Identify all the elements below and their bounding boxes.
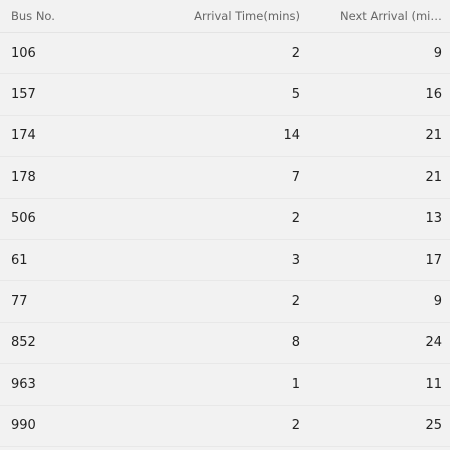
next-arrival-cell: 9 [433, 294, 442, 310]
bus-number-cell: 106 [11, 45, 36, 61]
arrival-time-cell: 7 [291, 169, 300, 185]
next-arrival-cell: 24 [425, 335, 442, 351]
table-row[interactable]: 174 14 21 [0, 116, 450, 158]
table-header: Bus No. Arrival Time(mins) Next Arrival … [0, 0, 450, 33]
column-header-bus-no[interactable]: Bus No. [11, 9, 55, 23]
arrival-time-cell: 3 [291, 252, 300, 268]
bus-number-cell: 963 [11, 376, 36, 392]
next-arrival-cell: 13 [425, 211, 442, 227]
next-arrival-cell: 21 [425, 169, 442, 185]
next-arrival-cell: 9 [433, 45, 442, 61]
table-row[interactable]: 990 2 25 [0, 406, 450, 447]
table-row[interactable]: 61 3 17 [0, 240, 450, 282]
table-row[interactable]: 963 1 11 [0, 364, 450, 406]
bus-number-cell: 174 [11, 128, 36, 144]
next-arrival-cell: 16 [425, 87, 442, 103]
arrival-time-cell: 8 [291, 335, 300, 351]
table-row[interactable]: 506 2 13 [0, 199, 450, 240]
table-row[interactable]: 178 7 21 [0, 157, 450, 199]
next-arrival-cell: 21 [425, 128, 442, 144]
bus-number-cell: 178 [11, 169, 36, 185]
table-row[interactable]: 106 2 9 [0, 33, 450, 75]
arrival-time-cell: 5 [291, 87, 300, 103]
table-row[interactable]: 157 5 16 [0, 74, 450, 116]
next-arrival-cell: 11 [425, 376, 442, 392]
column-header-next-arrival[interactable]: Next Arrival (mins) [340, 9, 449, 23]
arrival-time-cell: 2 [291, 211, 300, 227]
arrival-time-cell: 2 [291, 45, 300, 61]
table-row[interactable]: 77 2 9 [0, 281, 450, 323]
bus-number-cell: 506 [11, 211, 36, 227]
table-row[interactable]: 852 8 24 [0, 323, 450, 365]
next-arrival-cell: 17 [425, 252, 442, 268]
bus-number-cell: 61 [11, 252, 28, 268]
arrival-time-cell: 14 [283, 128, 300, 144]
arrival-time-cell: 2 [291, 418, 300, 434]
next-arrival-cell: 25 [425, 418, 442, 434]
arrival-time-cell: 1 [291, 376, 300, 392]
bus-number-cell: 157 [11, 87, 36, 103]
bus-number-cell: 990 [11, 418, 36, 434]
bus-number-cell: 852 [11, 335, 36, 351]
bus-number-cell: 77 [11, 294, 28, 310]
arrival-time-cell: 2 [291, 294, 300, 310]
column-header-arrival-time[interactable]: Arrival Time(mins) [194, 9, 300, 23]
